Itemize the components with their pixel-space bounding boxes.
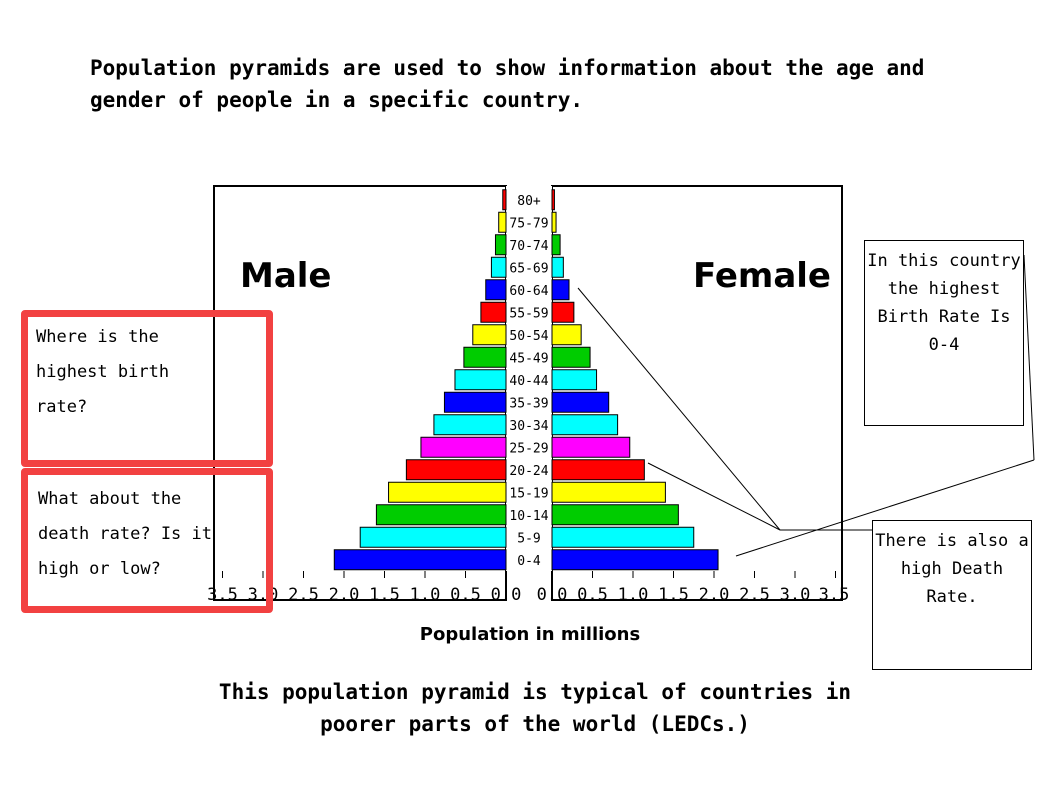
male-tick-label-6: 0.5: [450, 585, 481, 605]
male-bar-75-79: [498, 211, 507, 233]
female-bar-30-34: [551, 414, 619, 436]
age-label-80+: 80+: [517, 194, 541, 209]
female-label: Female: [693, 256, 831, 296]
female-tick-label-2: 1.0: [618, 585, 649, 605]
age-label-20-24: 20-24: [509, 464, 548, 479]
male-bar-0-4: [333, 549, 507, 571]
age-label-5-9: 5-9: [517, 531, 540, 546]
male-bar-60-64: [485, 279, 507, 301]
male-bar-55-59: [480, 301, 507, 323]
age-label-55-59: 55-59: [509, 306, 548, 321]
female-bar-45-49: [551, 346, 591, 368]
male-bar-40-44: [454, 369, 507, 391]
male-tick-label-3: 2.0: [329, 585, 360, 605]
age-label-column: [506, 186, 552, 571]
female-bar-65-69: [551, 256, 564, 278]
male-bar-65-69: [490, 256, 507, 278]
birth-rate-note: In this country the highest Birth Rate I…: [864, 240, 1024, 426]
male-bar-45-49: [463, 346, 507, 368]
female-bar-25-29: [551, 436, 631, 458]
conclusion-text: This population pyramid is typical of co…: [218, 680, 852, 736]
male-bar-5-9: [359, 526, 507, 548]
male-bar-30-34: [433, 414, 507, 436]
age-label-75-79: 75-79: [509, 216, 548, 231]
death-rate-note-text: There is also a high Death Rate.: [875, 531, 1029, 607]
male-bar-20-24: [405, 459, 507, 481]
female-bar-15-19: [551, 481, 666, 503]
age-label-10-14: 10-14: [509, 509, 548, 524]
female-bar-35-39: [551, 391, 610, 413]
age-label-50-54: 50-54: [509, 329, 548, 344]
female-tick-label-5: 2.5: [739, 585, 770, 605]
female-tick-label-7: 3.5: [819, 585, 850, 605]
male-tick-label-4: 1.5: [369, 585, 400, 605]
age-label-65-69: 65-69: [509, 261, 548, 276]
age-label-40-44: 40-44: [509, 374, 548, 389]
age-label-25-29: 25-29: [509, 441, 548, 456]
age-label-15-19: 15-19: [509, 486, 548, 501]
male-tick-label-2: 2.5: [288, 585, 319, 605]
female-tick-label-3: 1.5: [658, 585, 689, 605]
female-tick-label-4: 2.0: [699, 585, 730, 605]
age-label-45-49: 45-49: [509, 351, 548, 366]
death-rate-question: What about the death rate? Is it high or…: [38, 489, 212, 579]
male-bar-35-39: [443, 391, 507, 413]
female-tick-label-0: 0.0: [537, 585, 568, 605]
female-tick-label-1: 0.5: [577, 585, 608, 605]
female-tick-label-6: 3.0: [780, 585, 811, 605]
female-bar-20-24: [551, 459, 645, 481]
birth-rate-question: Where is the highest birth rate?: [36, 327, 170, 417]
age-label-0-4: 0-4: [517, 554, 541, 569]
death-rate-note: There is also a high Death Rate.: [872, 520, 1032, 670]
male-bar-10-14: [375, 504, 507, 526]
male-bar-50-54: [472, 324, 507, 346]
male-tick-label-7: 0.0: [491, 585, 522, 605]
female-bar-50-54: [551, 324, 582, 346]
female-bar-60-64: [551, 279, 570, 301]
female-bar-5-9: [551, 526, 695, 548]
female-bar-40-44: [551, 369, 598, 391]
death-rate-question-box: [21, 468, 273, 613]
female-bar-55-59: [551, 301, 575, 323]
age-label-70-74: 70-74: [509, 239, 548, 254]
male-bar-70-74: [494, 234, 507, 256]
birth-rate-note-text: In this country the highest Birth Rate I…: [867, 251, 1021, 355]
male-tick-label-5: 1.0: [410, 585, 441, 605]
male-bar-80+: [502, 189, 507, 211]
female-bar-70-74: [551, 234, 561, 256]
age-label-30-34: 30-34: [509, 419, 548, 434]
x-axis-title: Population in millions: [419, 624, 641, 645]
male-tick-label-0: 3.5: [207, 585, 238, 605]
female-bar-10-14: [551, 504, 679, 526]
age-label-60-64: 60-64: [509, 284, 548, 299]
female-bar-75-79: [551, 211, 557, 233]
female-bar-80+: [551, 189, 555, 211]
intro-text: Population pyramids are used to show inf…: [90, 56, 925, 112]
male-bar-15-19: [388, 481, 507, 503]
male-label: Male: [240, 256, 332, 296]
female-bar-0-4: [551, 549, 719, 571]
birth-rate-question-box: [21, 310, 273, 467]
male-bar-25-29: [420, 436, 507, 458]
age-label-35-39: 35-39: [509, 396, 548, 411]
